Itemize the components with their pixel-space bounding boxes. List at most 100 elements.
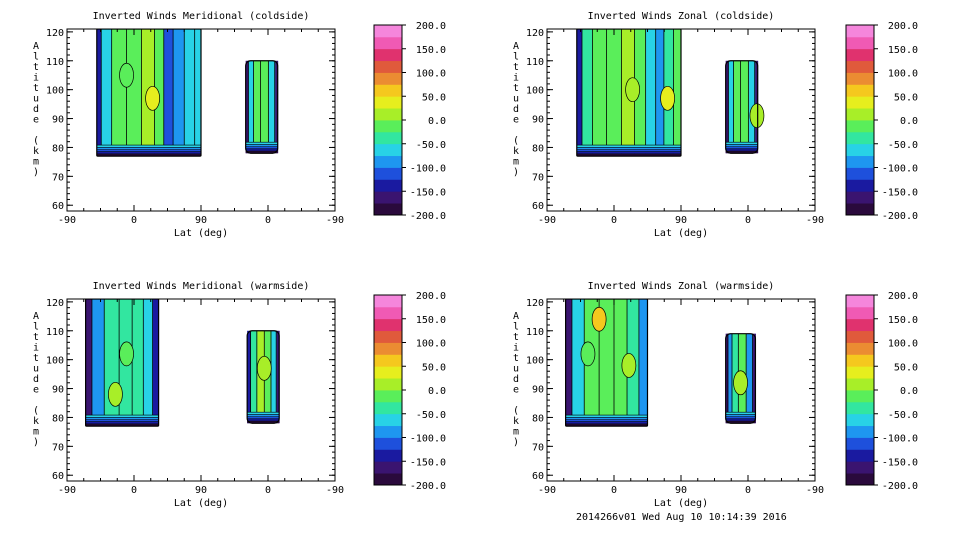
chart-panel-1: -90 0 90 0 -90 60 70 80 90 100 110 120 Inverted Wind… (33, 11, 446, 239)
edge-band (725, 142, 758, 145)
edge-band (725, 146, 758, 149)
y-tick-label: 80 (52, 413, 64, 424)
edge-band (96, 151, 201, 154)
colorbar-tick-label: 0.0 (900, 386, 918, 397)
value-strip (599, 299, 615, 427)
value-strip (245, 60, 249, 154)
colorbar-swatch (374, 131, 402, 145)
x-tick-label: 0 (745, 485, 751, 496)
value-strip (576, 29, 583, 157)
colorbar-tick-label: -200.0 (410, 481, 446, 492)
edge-band (245, 148, 278, 152)
x-tick-label: 0 (131, 485, 137, 496)
x-tick-label: 90 (195, 215, 207, 226)
x-axis-label: Lat (deg) (174, 498, 228, 509)
edge-band (725, 418, 756, 422)
contour-outline (725, 333, 757, 424)
edge-band (245, 151, 278, 154)
x-axis-label: Lat (deg) (654, 228, 708, 239)
value-strip (173, 29, 185, 157)
colorbar-swatch (374, 155, 402, 168)
value-spot (591, 306, 607, 332)
colorbar-swatch (846, 318, 874, 332)
footer-timestamp: 2014266v01 Wed Aug 10 10:14:39 2016 (576, 512, 787, 523)
value-strip (247, 330, 252, 424)
edge-band (725, 421, 756, 424)
y-tick-label: 110 (46, 57, 64, 68)
x-axis-label: Lat (deg) (654, 498, 708, 509)
colorbar-swatch (846, 401, 874, 415)
edge-band (576, 153, 681, 157)
x-tick-label: 0 (611, 485, 617, 496)
value-strip (592, 29, 608, 157)
value-strip (673, 29, 682, 157)
colorbar-swatch (846, 366, 874, 379)
y-tick-label: 80 (532, 143, 544, 154)
colorbar-tick-label: 0.0 (900, 116, 918, 127)
x-tick-label: -90 (58, 485, 76, 496)
colorbar-swatch (846, 354, 874, 367)
colorbar-tick-label: 150.0 (416, 45, 446, 56)
value-strip (96, 29, 102, 157)
y-tick-label: 100 (526, 356, 544, 367)
y-tick-label: 110 (526, 57, 544, 68)
colorbar-tick-label: -200.0 (410, 211, 446, 222)
y-tick-label: 110 (46, 327, 64, 338)
x-tick-label: -90 (806, 215, 824, 226)
colorbar-swatch (374, 36, 402, 50)
colorbar-swatch (374, 473, 402, 486)
colorbar-swatch (374, 203, 402, 216)
plot-area (85, 299, 280, 427)
contour-outline (576, 29, 682, 157)
colorbar-swatch (846, 25, 874, 38)
colorbar-tick-label: -100.0 (410, 164, 446, 175)
colorbar-tick-label: 0.0 (428, 386, 446, 397)
colorbar-swatch (374, 461, 402, 474)
edge-band (245, 144, 278, 147)
value-strip (194, 29, 202, 157)
value-strip (565, 299, 573, 427)
value-spot (580, 341, 596, 367)
colorbar-swatch (374, 25, 402, 38)
colorbar-swatch (846, 167, 874, 180)
value-strip (740, 60, 749, 154)
chart-panel-3: -90 0 90 0 -90 60 70 80 90 100 110 120 Inverted Wind… (33, 281, 446, 509)
y-tick-label: 100 (526, 86, 544, 97)
downleg-panel (725, 333, 757, 424)
upleg-panel (85, 299, 160, 427)
value-strip (152, 299, 160, 427)
edge-band (565, 423, 648, 427)
value-strip (184, 29, 196, 157)
upleg-panel (565, 299, 649, 427)
edge-band (247, 416, 280, 419)
value-strip (276, 330, 280, 424)
plot-area (576, 29, 765, 157)
colorbar-tick-label: -200.0 (882, 211, 918, 222)
y-tick-label: 60 (532, 201, 544, 212)
colorbar-tick-label: 100.0 (888, 69, 918, 80)
contour-outline (85, 299, 160, 427)
colorbar-swatch (374, 60, 402, 73)
colorbar-tick-label: 50.0 (422, 92, 446, 103)
colorbar-swatch (374, 413, 402, 427)
value-strip (746, 333, 753, 424)
value-strip (260, 60, 269, 154)
edge-band (85, 417, 159, 420)
downleg-panel (725, 60, 765, 154)
x-tick-label: 0 (745, 215, 751, 226)
value-spot (119, 341, 134, 367)
chart-title: Inverted Winds Zonal (coldside) (588, 11, 775, 22)
value-spot (625, 77, 640, 103)
contour-outline (245, 60, 279, 154)
colorbar-swatch (846, 203, 874, 216)
colorbar-tick-label: 200.0 (888, 21, 918, 32)
colorbar-tick-label: 200.0 (416, 291, 446, 302)
colorbar-swatch (374, 84, 402, 97)
colorbar-tick-label: 100.0 (416, 69, 446, 80)
edge-band (85, 423, 159, 427)
colorbar-tick-label: 150.0 (416, 315, 446, 326)
value-strip (250, 330, 258, 424)
y-tick-label: 60 (52, 201, 64, 212)
y-tick-label: 110 (526, 327, 544, 338)
